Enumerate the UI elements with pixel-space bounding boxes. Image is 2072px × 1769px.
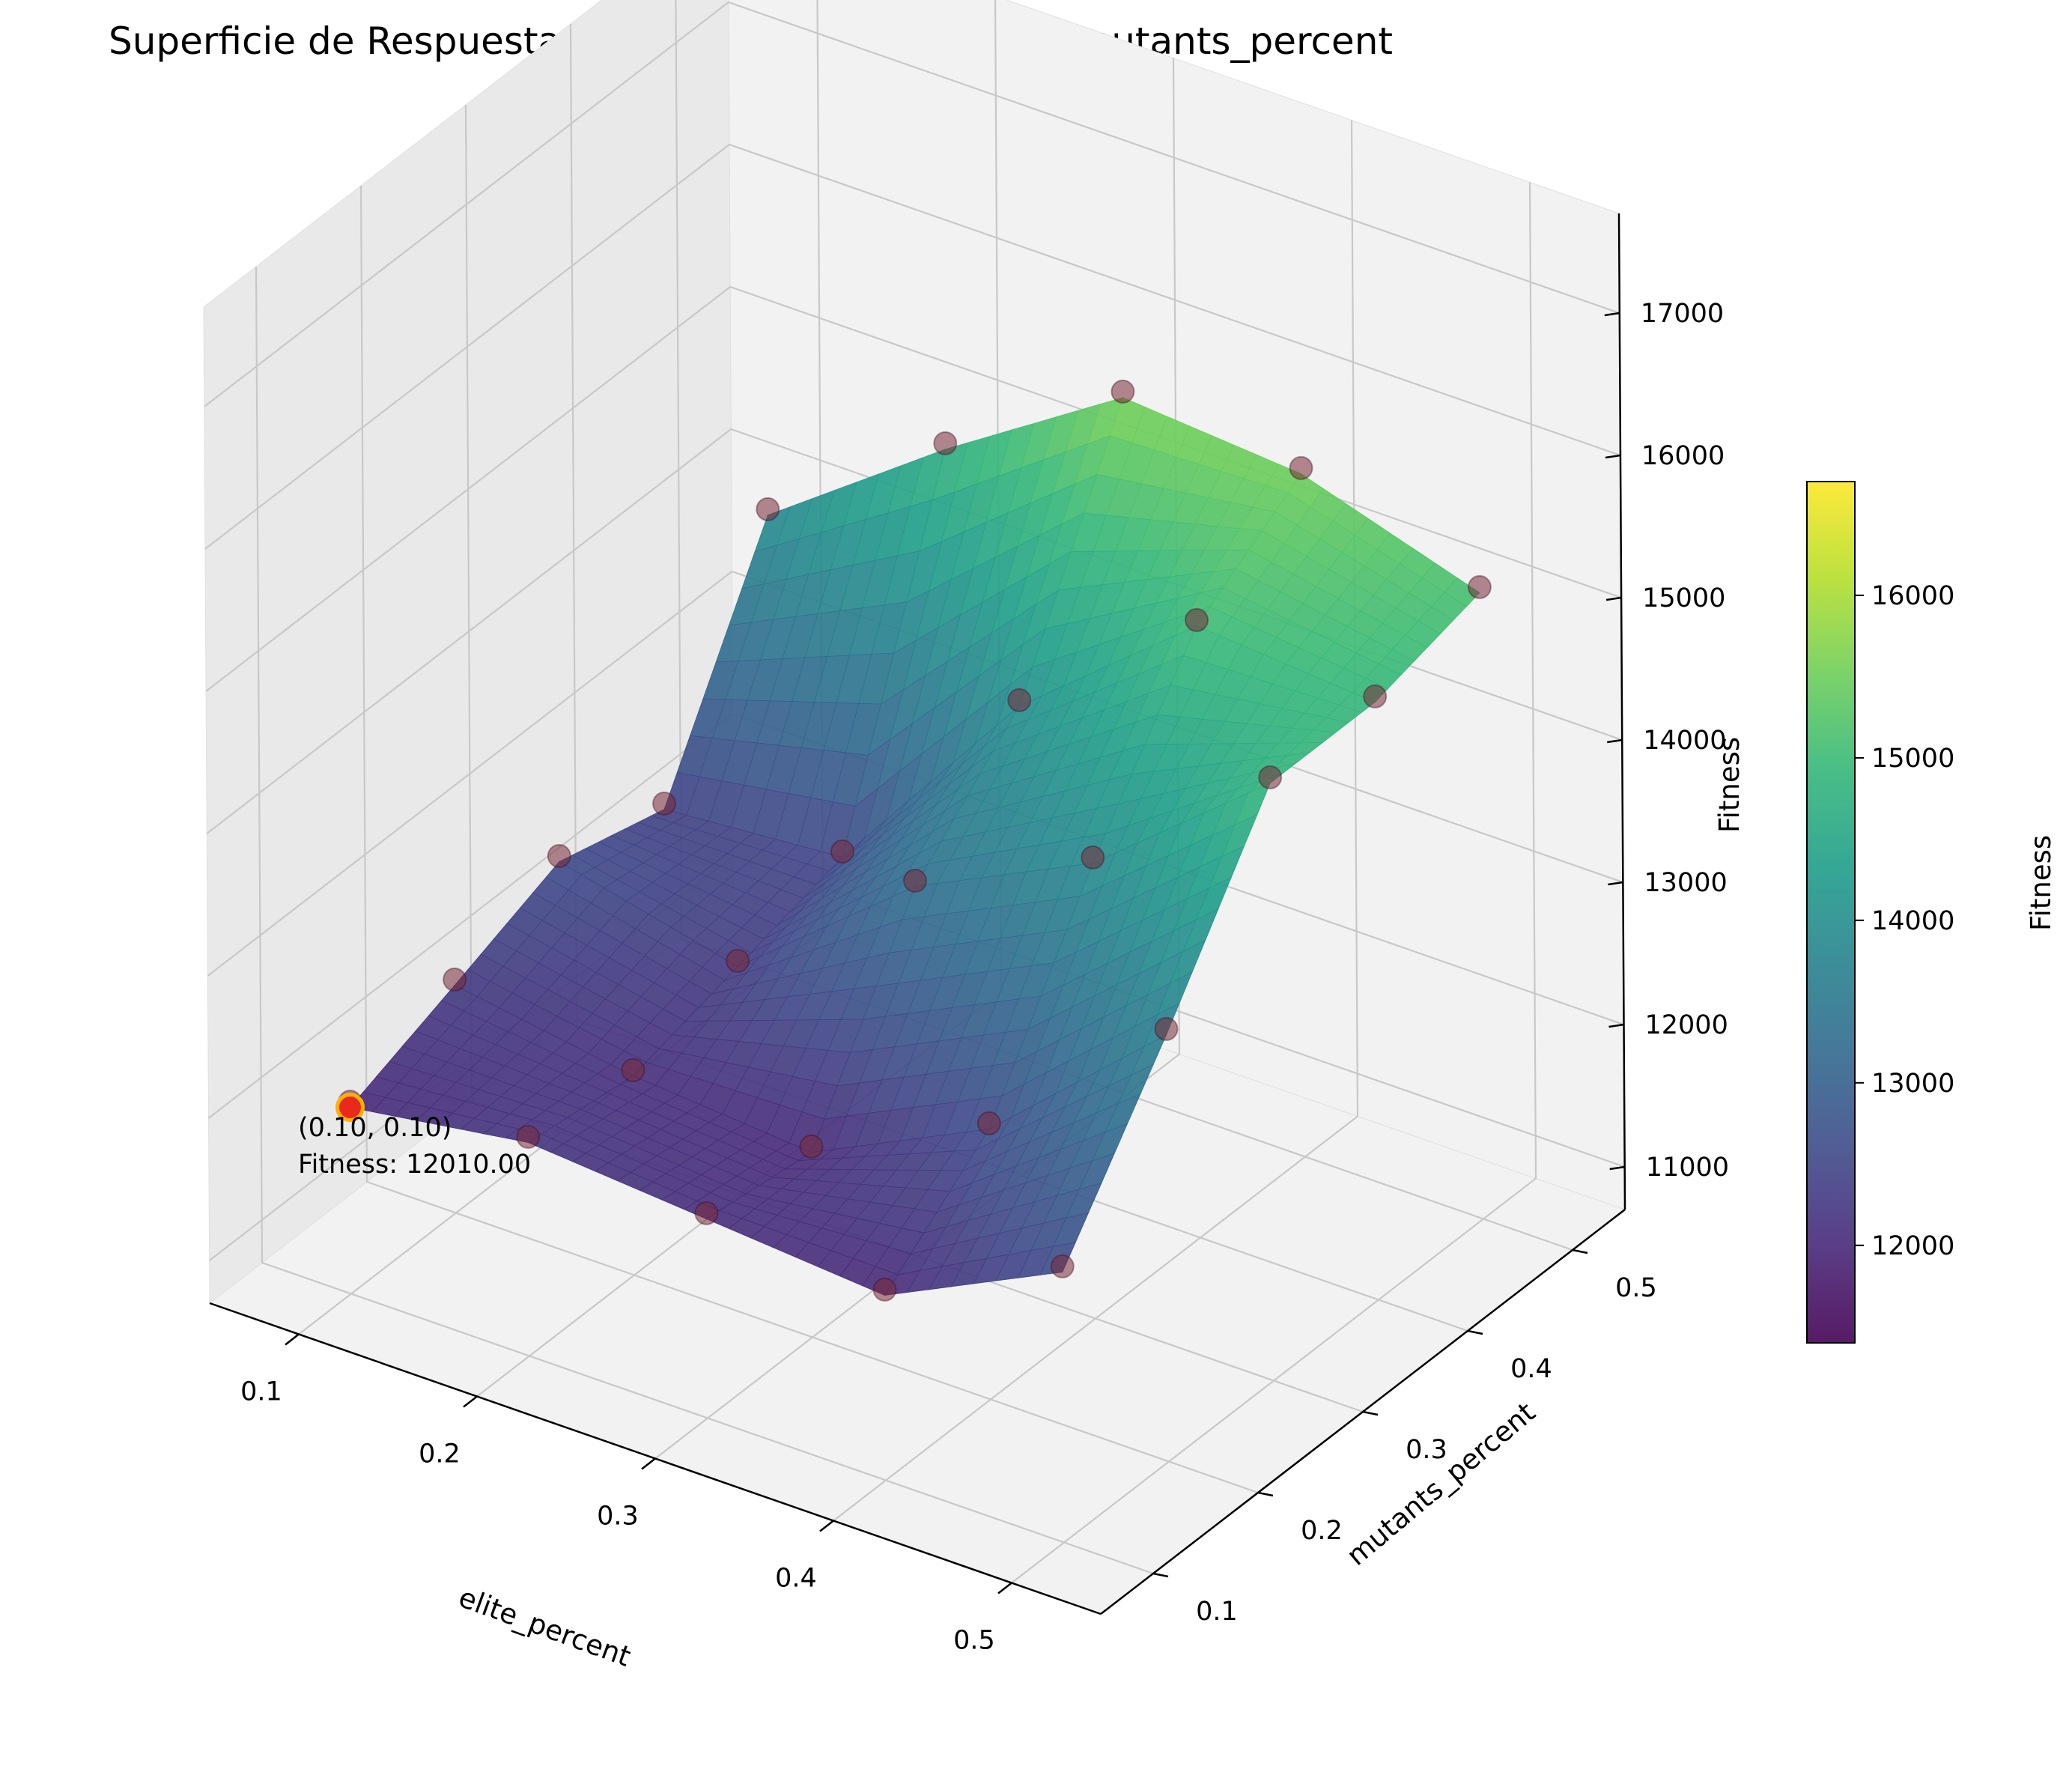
sample-point	[1050, 1254, 1075, 1278]
sample-point	[1363, 684, 1388, 708]
gridline-z	[207, 570, 1623, 977]
x-tick	[463, 1395, 478, 1408]
y-tick	[1257, 1491, 1274, 1497]
x-tick-label: 0.4	[775, 1564, 817, 1594]
colorbar-gradient	[1806, 481, 1856, 1344]
y-tick	[1362, 1410, 1379, 1416]
z-tick	[1607, 738, 1623, 744]
axes: 0.1 0.2 0.3 0.4 0.5 0.1 0.2 0.3 0.4 0.5 11000 12000…	[209, 213, 1729, 1656]
z-tick	[1604, 312, 1620, 317]
sample-point	[976, 1111, 1001, 1135]
colorbar-tick-label: 12000	[1871, 1231, 1954, 1261]
sample-point	[1185, 607, 1209, 632]
gridline-x	[654, 58, 1181, 1460]
sample-point	[443, 967, 467, 992]
z-axis-label: Fitness	[1713, 737, 1746, 833]
colorbar-tick-label: 13000	[1871, 1069, 1954, 1099]
x-tick-label: 0.5	[953, 1626, 995, 1656]
z-axis-line	[1617, 213, 1626, 1210]
colorbar-tick-label: 14000	[1871, 906, 1954, 936]
y-tick-label: 0.2	[1301, 1516, 1343, 1546]
z-tick-label: 16000	[1641, 441, 1725, 471]
sample-point	[872, 1277, 897, 1302]
gridline-z	[204, 143, 1621, 550]
best-point-marker	[335, 1093, 365, 1123]
sample-point	[652, 791, 676, 816]
sample-point	[694, 1201, 719, 1225]
y-tick-label: 0.1	[1196, 1597, 1238, 1627]
gridline-x	[1011, 182, 1537, 1584]
z-tick-label: 13000	[1644, 868, 1727, 898]
z-tick	[1608, 1023, 1624, 1028]
y-axis-label: mutants_percent	[1340, 1396, 1541, 1572]
sample-point	[1154, 1016, 1179, 1041]
x-tick	[997, 1582, 1012, 1594]
y-tick-label: 0.5	[1615, 1273, 1657, 1303]
colorbar: 12000 13000 14000 15000 16000	[1806, 481, 1954, 1344]
sample-point	[756, 497, 780, 521]
sample-point	[933, 431, 958, 455]
sample-points	[335, 379, 1492, 1302]
gridline-y	[255, 266, 1154, 1575]
sample-point	[1258, 765, 1283, 789]
colorbar-tick-label: 15000	[1871, 744, 1954, 774]
y-tick-label: 0.4	[1510, 1354, 1552, 1384]
colorbar-tick-label: 16000	[1871, 581, 1954, 611]
z-tick	[1605, 454, 1621, 459]
sample-point	[1007, 688, 1032, 712]
z-tick-label: 15000	[1642, 583, 1725, 613]
sample-point	[1467, 574, 1492, 599]
z-tick-label: 17000	[1641, 299, 1724, 329]
sample-point	[1111, 379, 1135, 404]
sample-point	[1081, 845, 1105, 870]
z-tick	[1608, 881, 1623, 886]
y-tick	[1467, 1329, 1483, 1335]
x-tick	[285, 1333, 300, 1346]
x-tick	[641, 1457, 656, 1470]
sample-point	[516, 1124, 541, 1149]
response-surface	[349, 397, 1480, 1296]
best-point-annotation-line1: (0.10, 0.10)	[298, 1113, 452, 1143]
gridline-z	[204, 1, 1620, 407]
x-tick	[819, 1520, 834, 1532]
x-tick-label: 0.1	[240, 1377, 282, 1407]
z-tick	[1605, 596, 1622, 601]
sample-point	[903, 868, 927, 893]
gridline-y	[359, 185, 1259, 1494]
sample-point	[621, 1058, 645, 1082]
y-tick-label: 0.3	[1406, 1435, 1447, 1465]
x-tick-label: 0.2	[419, 1439, 461, 1469]
best-point-annotation-line2: Fitness: 12010.00	[298, 1150, 531, 1180]
z-tick	[1609, 1165, 1625, 1171]
sample-point	[799, 1134, 824, 1159]
gridline-x	[833, 120, 1359, 1522]
z-tick-label: 11000	[1646, 1153, 1729, 1183]
y-tick	[1152, 1572, 1169, 1578]
sample-point	[1289, 455, 1313, 480]
z-tick-label: 12000	[1645, 1010, 1728, 1040]
y-tick	[1572, 1248, 1588, 1254]
sample-point	[547, 843, 571, 868]
x-axis-label: elite_percent	[455, 1581, 635, 1673]
sample-point	[830, 839, 854, 864]
colorbar-label: Fitness	[2025, 835, 2057, 931]
x-tick-label: 0.3	[597, 1502, 639, 1532]
sample-point	[726, 948, 750, 973]
z-tick-label: 14000	[1643, 726, 1726, 756]
